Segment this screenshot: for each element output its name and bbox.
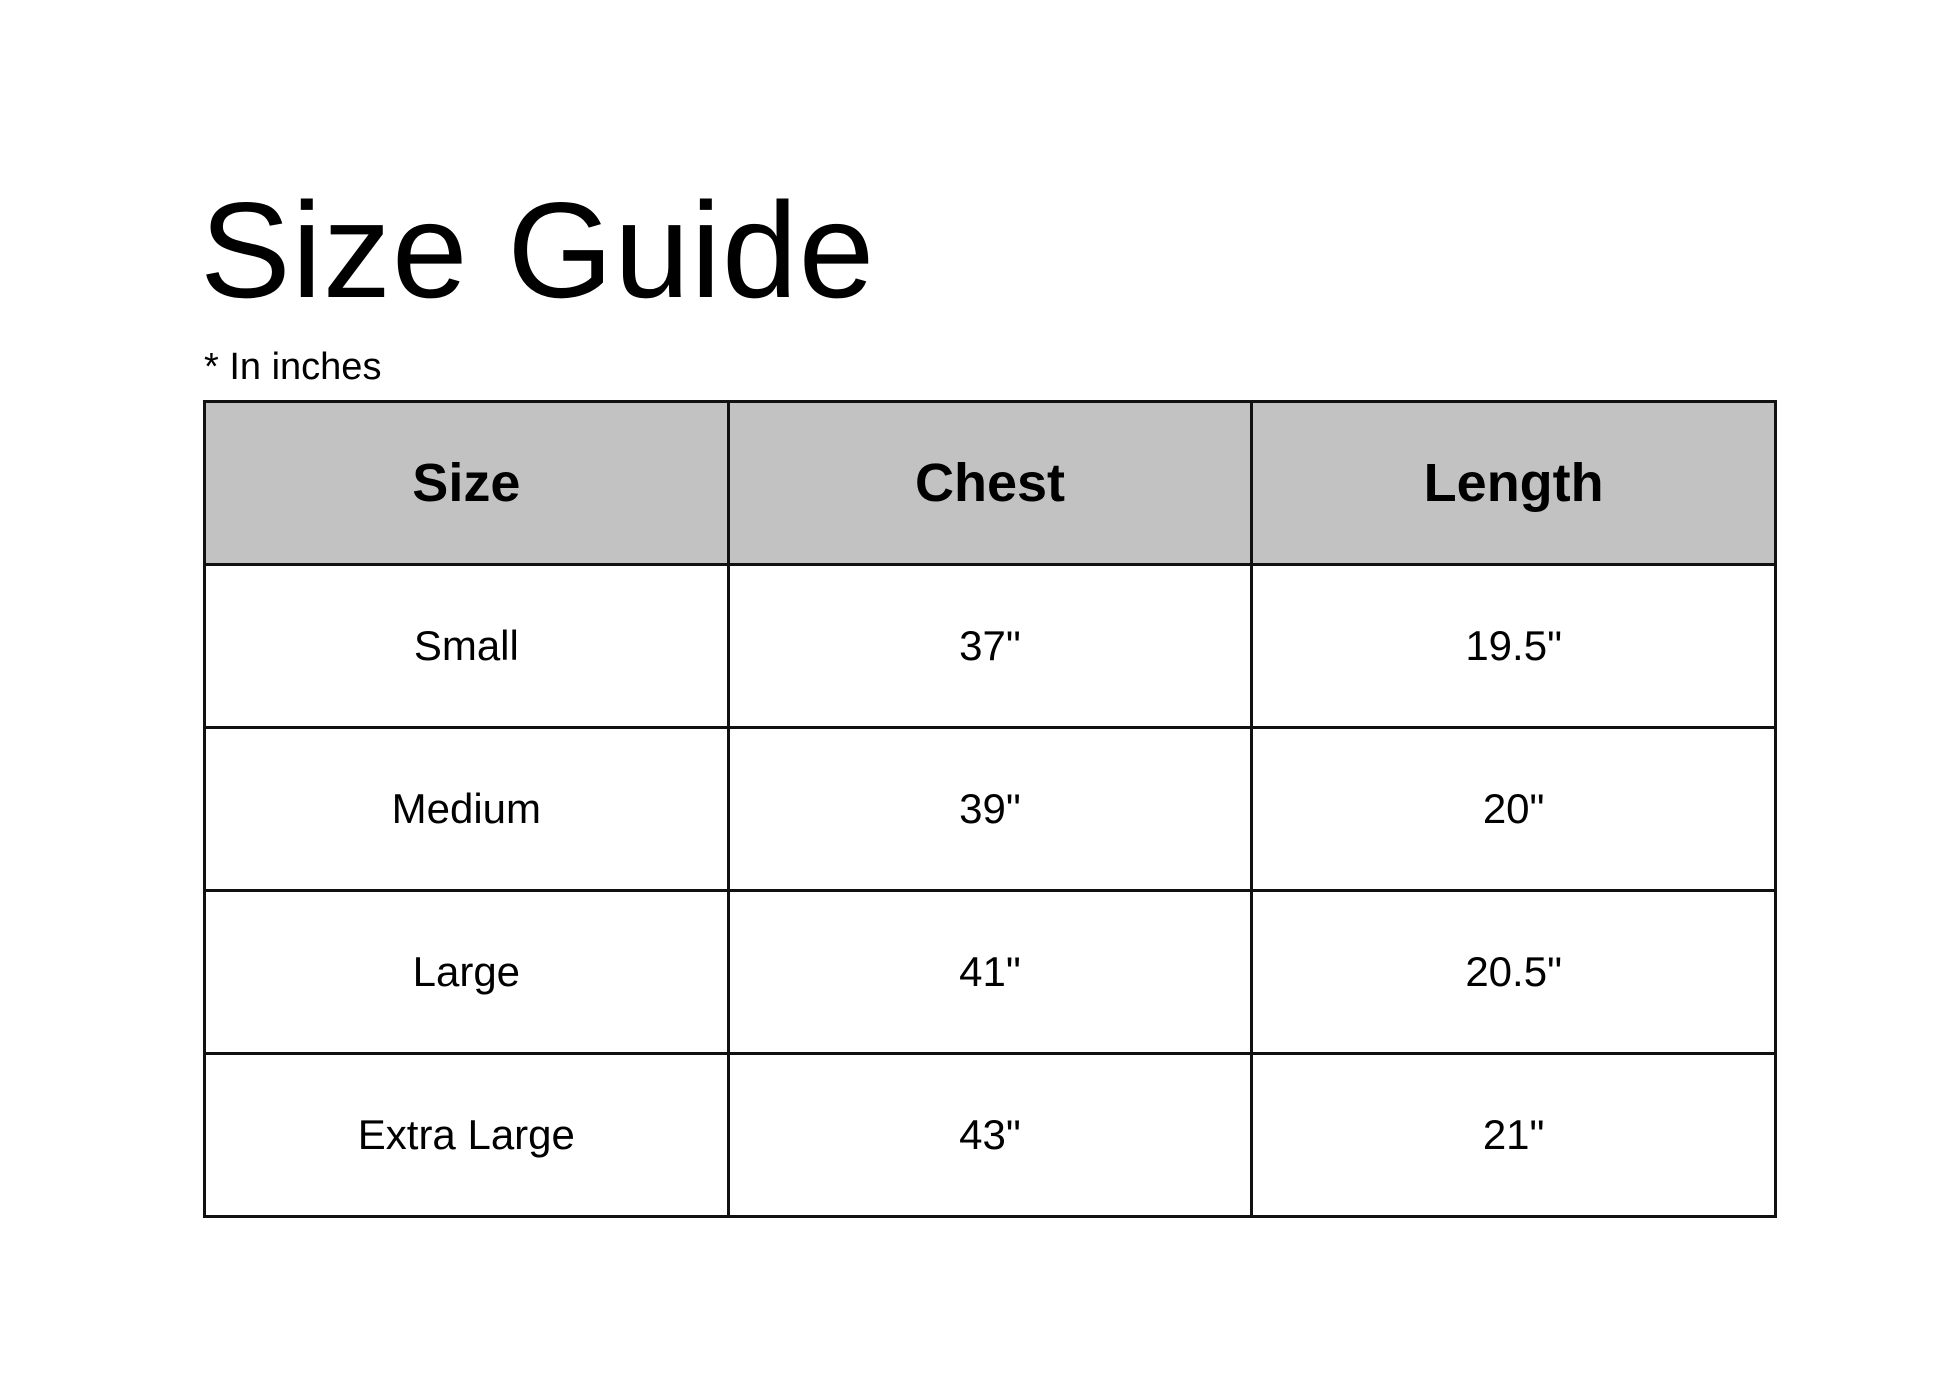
cell-chest: 43" — [726, 1052, 1254, 1218]
cell-chest: 37" — [726, 563, 1254, 729]
cell-chest: 39" — [726, 726, 1254, 892]
header-length: Length — [1250, 400, 1777, 566]
cell-length: 20.5" — [1250, 889, 1777, 1055]
size-table: Size Chest Length Small 37" 19.5" Medium… — [203, 400, 1777, 1218]
cell-size: Medium — [203, 726, 730, 892]
table-row: Extra Large 43" 21" — [203, 1052, 1777, 1218]
table-row: Small 37" 19.5" — [203, 563, 1777, 729]
cell-size: Large — [203, 889, 730, 1055]
cell-size: Extra Large — [203, 1052, 730, 1218]
cell-chest: 41" — [726, 889, 1254, 1055]
table-row: Medium 39" 20" — [203, 726, 1777, 892]
header-row: Size Chest Length — [203, 400, 1777, 566]
page-title: Size Guide — [200, 174, 876, 326]
header-chest: Chest — [726, 400, 1254, 566]
table-row: Large 41" 20.5" — [203, 889, 1777, 1055]
header-size: Size — [203, 400, 730, 566]
cell-size: Small — [203, 563, 730, 729]
cell-length: 20" — [1250, 726, 1777, 892]
units-note: * In inches — [204, 346, 382, 388]
cell-length: 21" — [1250, 1052, 1777, 1218]
cell-length: 19.5" — [1250, 563, 1777, 729]
